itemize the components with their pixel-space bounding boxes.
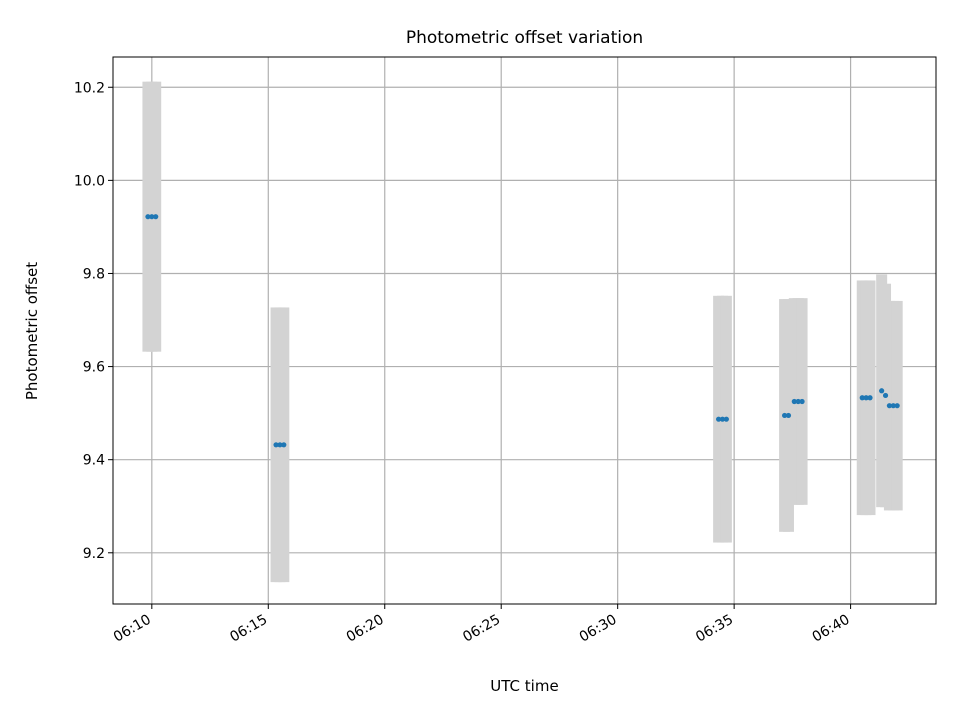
data-point	[791, 398, 797, 405]
data-point	[281, 442, 287, 448]
data-point	[886, 403, 893, 409]
x-tick-label: 06:25	[460, 612, 503, 646]
data-point	[723, 416, 729, 422]
grid-lines	[113, 57, 936, 604]
data-point	[867, 395, 873, 401]
data-point	[799, 398, 805, 405]
x-tick-label: 06:30	[577, 612, 620, 646]
data-point	[781, 412, 788, 419]
data-point	[859, 395, 865, 401]
x-tick-label: 06:20	[344, 612, 387, 646]
y-axis: 9.2 9.4 9.6 9.8 10.0 10.2	[74, 80, 113, 562]
data-point	[153, 214, 159, 220]
y-tick-label: 9.4	[83, 453, 105, 469]
data-points	[145, 214, 900, 448]
y-tick-label: 10.0	[74, 173, 105, 189]
x-axis: 06:10 06:15 06:20 06:25 06:30 06:35 06:40	[111, 604, 853, 646]
y-tick-label: 9.6	[83, 360, 105, 376]
x-tick-label: 06:10	[111, 612, 154, 646]
y-tick-label: 9.8	[83, 266, 105, 282]
data-point	[882, 392, 889, 399]
x-tick-label: 06:15	[227, 612, 270, 646]
data-point	[149, 214, 155, 220]
data-point	[145, 214, 151, 220]
x-tick-label: 06:35	[693, 612, 736, 646]
x-tick-label: 06:40	[810, 612, 853, 646]
data-point	[719, 416, 726, 422]
data-point	[894, 403, 900, 409]
data-point	[890, 403, 896, 409]
plot-frame	[112, 56, 937, 605]
data-point	[273, 442, 279, 448]
data-point	[863, 395, 869, 401]
x-axis-label: UTC time	[490, 677, 558, 695]
y-tick-label: 9.2	[83, 546, 105, 562]
y-axis-label: Photometric offset	[23, 262, 41, 400]
data-point	[795, 398, 801, 405]
y-tick-label: 10.2	[74, 80, 105, 96]
data-point	[716, 416, 722, 422]
data-point	[785, 412, 792, 419]
chart-title: Photometric offset variation	[406, 28, 643, 48]
plot-area	[112, 56, 937, 605]
error-bars	[142, 81, 903, 583]
data-point	[277, 442, 283, 448]
data-point	[879, 388, 885, 394]
